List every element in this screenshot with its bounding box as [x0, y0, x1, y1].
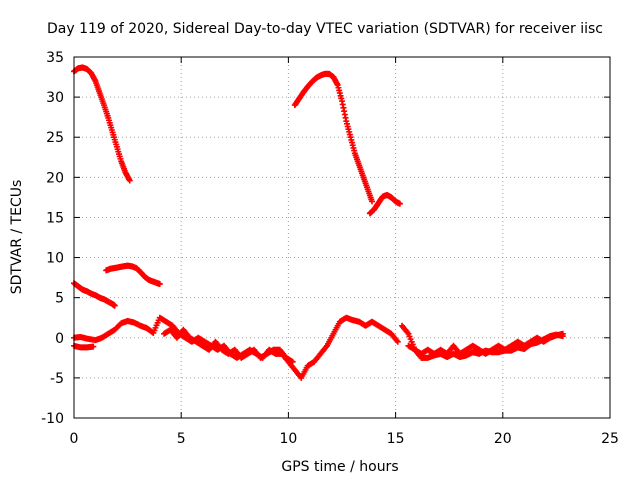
data-point — [111, 302, 118, 309]
data-point — [369, 198, 376, 205]
series-arc-e2 — [161, 326, 296, 365]
x-tick-label: 15 — [387, 431, 405, 447]
series-arc-a — [71, 64, 133, 184]
y-tick-label: 25 — [46, 130, 64, 146]
data-point — [289, 358, 296, 365]
y-tick-label: 5 — [55, 291, 64, 307]
y-tick-label: 30 — [46, 90, 64, 106]
y-tick-label: 10 — [46, 251, 64, 267]
series-arc-f — [291, 70, 376, 205]
data-point — [156, 281, 163, 288]
data-point — [126, 177, 133, 184]
x-tick-label: 0 — [70, 431, 79, 447]
data-point — [394, 338, 401, 345]
series-arc-b — [103, 262, 163, 288]
x-tick-label: 25 — [601, 431, 619, 447]
y-tick-label: 35 — [46, 50, 64, 66]
series-arc-e — [71, 314, 401, 381]
x-tick-label: 20 — [494, 431, 512, 447]
x-tick-label: 10 — [279, 431, 297, 447]
plot-frame — [73, 56, 611, 419]
y-tick-label: 0 — [55, 331, 64, 347]
series-arc-c — [71, 280, 118, 309]
y-axis-label: SDTVAR / TECUs — [9, 180, 25, 295]
axis-ticks: 0 5 10 15 20 25 -10 -5 0 5 10 15 20 25 30 35 — [41, 50, 619, 447]
y-tick-label: 20 — [46, 170, 64, 186]
y-tick-label: 15 — [46, 210, 64, 226]
data-points — [71, 64, 566, 381]
series-arc-h2 — [405, 331, 566, 361]
x-axis-label: GPS time / hours — [281, 459, 398, 475]
x-tick-label: 5 — [177, 431, 186, 447]
series-arc-d — [71, 342, 97, 351]
y-tick-label: -5 — [50, 371, 64, 387]
chart-title: Day 119 of 2020, Sidereal Day-to-day VTE… — [47, 21, 603, 37]
data-point — [90, 343, 97, 350]
data-point — [559, 333, 566, 340]
data-point — [396, 200, 403, 207]
y-tick-label: -10 — [41, 411, 64, 427]
series-arc-g — [366, 191, 403, 217]
